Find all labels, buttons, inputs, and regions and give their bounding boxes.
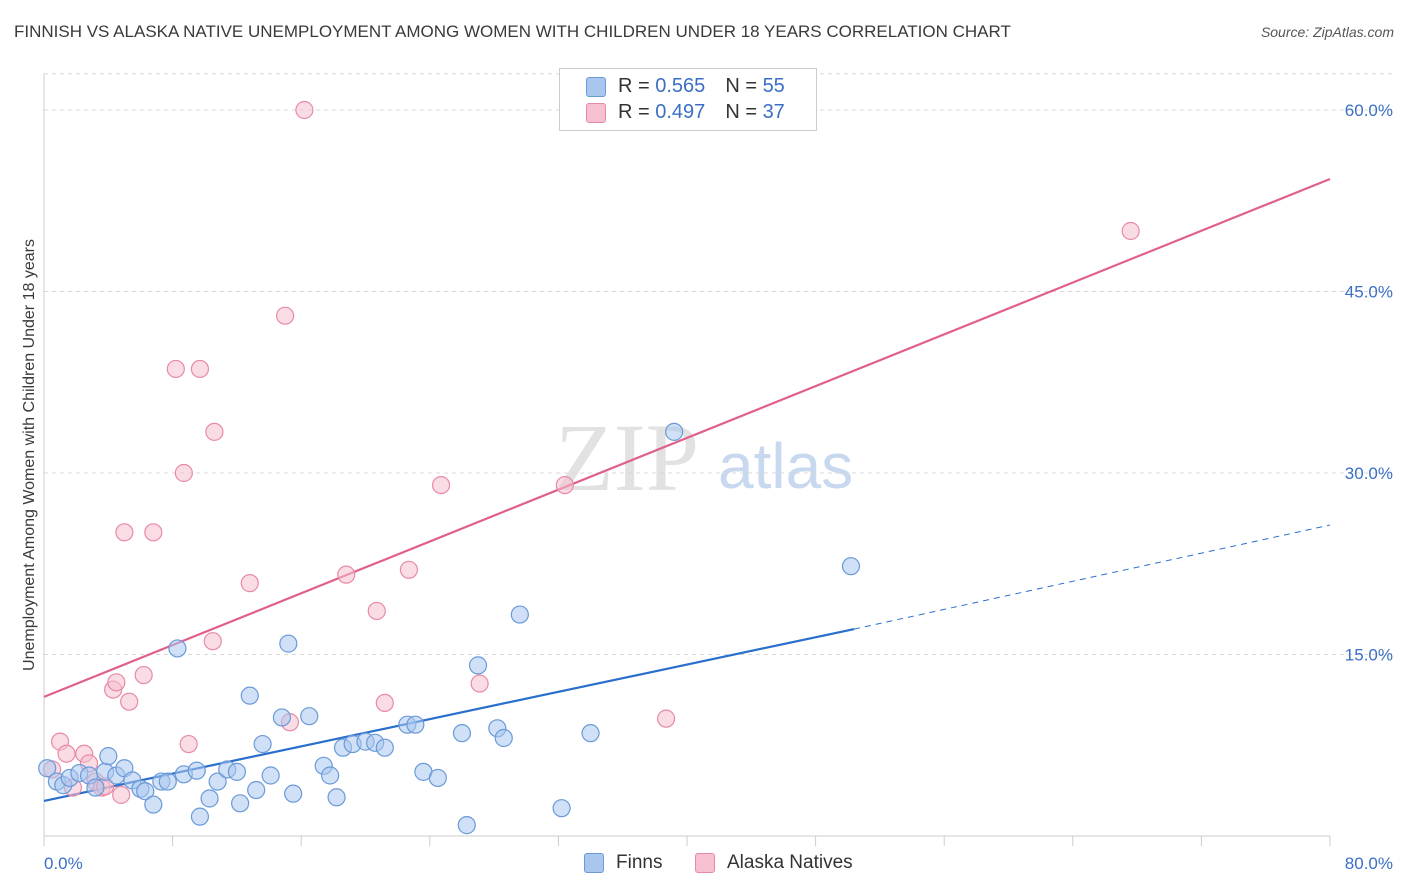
finns-point-30 <box>272 708 292 727</box>
finns-point-45 <box>428 768 447 788</box>
finns-point-36 <box>327 788 346 807</box>
alaska-point-16 <box>166 359 185 379</box>
chart-title: FINNISH VS ALASKA NATIVE UNEMPLOYMENT AM… <box>14 22 1011 41</box>
finns-point-29 <box>261 766 280 785</box>
finns-point-21 <box>200 789 219 808</box>
alaska-point-31 <box>470 674 489 693</box>
legend: R = 0.565 N = 55 R = 0.497 N = 37 <box>559 68 817 131</box>
alaska-point-29 <box>399 560 419 579</box>
finns-point-54 <box>665 422 684 441</box>
source-label: Source: ZipAtlas.com <box>1260 24 1394 40</box>
finns-point-25 <box>231 794 250 813</box>
finns-point-16 <box>158 772 177 791</box>
alaska-point-17 <box>174 463 193 483</box>
finns-point-31 <box>279 634 298 653</box>
finns-point-35 <box>321 766 340 785</box>
alaska-point-28 <box>375 693 394 713</box>
alaska-point-18 <box>179 734 198 754</box>
alaska-trendline <box>43 177 1331 698</box>
finns-point-53 <box>581 724 600 743</box>
finns-point-27 <box>247 780 266 800</box>
finns-n-label: N = <box>725 75 763 97</box>
bottom-finns-swatch <box>584 853 604 873</box>
y-tick-label-60: 60.0% <box>1345 101 1393 120</box>
alaska-point-20 <box>203 632 222 651</box>
finns-r-label: R = <box>618 75 656 97</box>
finns-point-46 <box>452 724 472 743</box>
finns-point-43 <box>406 715 425 734</box>
finns-point-0 <box>38 759 57 778</box>
x-tick-max: 80.0% <box>1345 854 1393 873</box>
alaska-r-value: 0.497 <box>655 101 706 123</box>
y-tick-label-45: 45.0% <box>1345 283 1393 302</box>
watermark-atlas: atlas <box>718 430 853 502</box>
finns-point-51 <box>510 605 529 624</box>
finns-point-41 <box>375 738 394 757</box>
finns-point-13 <box>136 782 155 801</box>
alaska-point-22 <box>240 574 259 593</box>
alaska-point-33 <box>657 709 676 728</box>
finns-point-47 <box>457 816 476 835</box>
y-tick-label-30: 30.0% <box>1345 464 1393 483</box>
alaska-point-23 <box>276 306 295 325</box>
alaska-point-12 <box>115 523 134 542</box>
alaska-point-30 <box>431 476 451 495</box>
alaska-point-34 <box>1121 221 1140 241</box>
finns-swatch <box>586 77 606 97</box>
bottom-alaska-label: Alaska Natives <box>727 852 853 873</box>
finns-point-6 <box>86 778 105 797</box>
alaska-swatch <box>586 103 606 123</box>
alaska-point-14 <box>134 665 153 685</box>
alaska-point-19 <box>190 359 210 379</box>
finns-point-14 <box>144 795 163 814</box>
finns-r-value: 0.565 <box>655 75 706 97</box>
finns-point-28 <box>253 734 272 754</box>
finns-point-48 <box>468 656 488 675</box>
alaska-point-11 <box>112 785 131 804</box>
x-tick-min: 0.0% <box>44 854 83 873</box>
alaska-n-label: N = <box>725 101 763 123</box>
bottom-alaska-swatch <box>695 853 715 873</box>
finns-point-50 <box>494 728 513 748</box>
finns-point-20 <box>190 807 210 826</box>
finns-point-55 <box>841 557 861 576</box>
y-tick-label-15: 15.0% <box>1345 646 1393 665</box>
alaska-point-13 <box>120 692 139 711</box>
finns-point-32 <box>284 784 303 803</box>
finns-point-33 <box>300 707 319 726</box>
grid-lines: 15.0% 30.0% 45.0% 60.0% <box>44 73 1393 665</box>
alaska-point-25 <box>295 100 314 120</box>
alaska-r-label: R = <box>618 101 656 123</box>
alaska-point-32 <box>555 476 574 495</box>
y-axis-label: Unemployment Among Women with Children U… <box>21 239 38 671</box>
axes <box>43 73 1331 846</box>
alaska-point-21 <box>205 422 224 441</box>
alaska-point-27 <box>367 601 386 621</box>
finns-point-52 <box>552 799 571 818</box>
finns-point-17 <box>168 639 187 658</box>
watermark-zip: ZIP <box>555 404 699 511</box>
axis-labels: Unemployment Among Women with Children U… <box>21 239 1393 873</box>
finns-trendline-extension <box>854 524 1331 630</box>
finns-n-value: 55 <box>762 75 785 97</box>
finns-point-19 <box>187 761 206 780</box>
watermark: ZIP atlas <box>555 404 853 511</box>
finns-point-8 <box>99 747 118 766</box>
finns-point-24 <box>227 762 246 781</box>
finns-points <box>38 422 861 835</box>
alaska-point-10 <box>107 673 126 692</box>
alaska-point-2 <box>57 744 76 763</box>
finns-point-26 <box>240 686 259 705</box>
alaska-point-26 <box>337 565 356 584</box>
finns-point-22 <box>208 772 227 791</box>
bottom-finns-label: Finns <box>616 852 663 873</box>
alaska-n-value: 37 <box>762 101 785 123</box>
alaska-point-15 <box>144 523 163 542</box>
